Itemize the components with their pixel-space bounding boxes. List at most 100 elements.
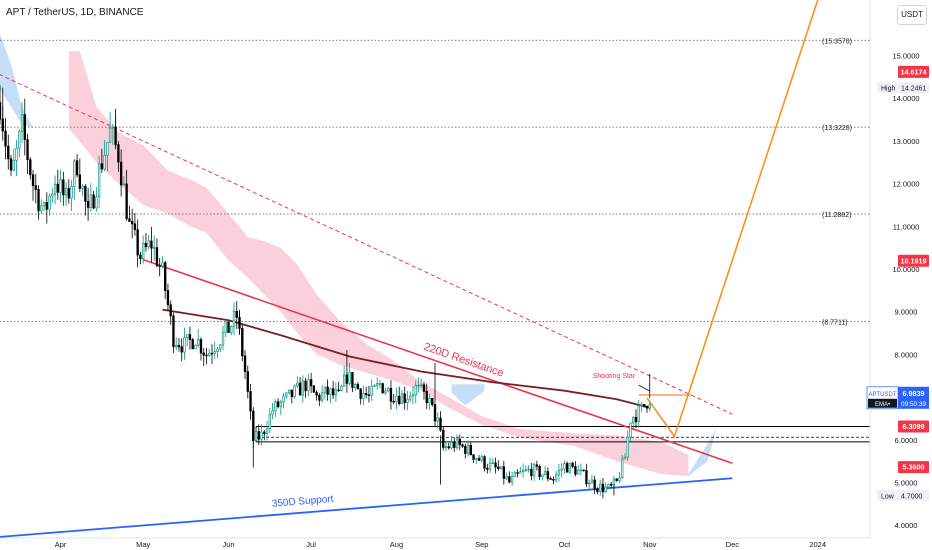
candle: [230, 325, 233, 336]
candle-body: [81, 185, 84, 189]
candle: [243, 350, 247, 379]
candle-body: [634, 416, 638, 423]
candle: [480, 454, 483, 463]
candle: [221, 325, 225, 351]
candle: [73, 158, 76, 200]
candle: [604, 482, 607, 493]
candle-body: [125, 183, 128, 220]
candle: [130, 208, 134, 239]
candle-body: [227, 321, 230, 333]
candle: [210, 344, 214, 364]
candle: [387, 387, 390, 392]
candle-body: [340, 385, 343, 391]
candle: [417, 377, 420, 393]
candle: [541, 474, 544, 481]
candle-body: [513, 472, 517, 477]
candle-body: [420, 384, 423, 386]
candle: [370, 379, 373, 401]
candle: [431, 397, 434, 407]
candle: [84, 184, 87, 216]
candle-body: [216, 348, 219, 352]
candle-body: [607, 484, 610, 488]
candle: [318, 393, 321, 407]
candle: [337, 381, 340, 393]
candle: [621, 455, 624, 479]
candle: [260, 424, 263, 446]
candle: [376, 377, 379, 390]
candle-body: [42, 202, 46, 207]
y-tick-label: 14.0000: [892, 94, 919, 103]
candle-body: [409, 395, 412, 400]
price-tag-text: 10.1919: [901, 256, 927, 265]
candle: [406, 391, 409, 411]
candle: [447, 442, 450, 450]
candle-body: [579, 469, 583, 472]
candle-body: [552, 479, 555, 481]
candle: [180, 338, 183, 362]
candle-body: [414, 385, 417, 396]
candle: [301, 375, 305, 403]
candle: [186, 334, 189, 347]
candle: [442, 426, 445, 451]
x-tick-label: Apr: [55, 540, 67, 549]
candle-body: [342, 374, 346, 387]
candle: [486, 463, 489, 474]
candle: [213, 341, 216, 359]
candle: [373, 383, 376, 387]
candle: [153, 235, 156, 262]
cloud-blue-3: [688, 429, 716, 477]
candle: [31, 169, 35, 201]
candle: [150, 226, 153, 263]
candle: [249, 384, 252, 420]
candle: [139, 251, 142, 265]
candle-body: [395, 395, 398, 402]
candle: [516, 469, 519, 478]
x-tick-label: Oct: [559, 540, 572, 549]
candle: [172, 312, 175, 353]
candle-body: [643, 404, 646, 407]
candle-body: [45, 202, 48, 210]
candle: [144, 233, 148, 252]
candle: [70, 180, 73, 211]
candle-body: [326, 386, 329, 395]
candle: [7, 134, 10, 170]
cloud-blue: [0, 34, 33, 129]
candle: [444, 440, 448, 452]
candle: [588, 479, 591, 490]
y-tick-label: 8.0000: [895, 350, 918, 359]
fib-label: (15.3570): [822, 38, 852, 45]
candle: [293, 384, 296, 399]
candle: [637, 399, 640, 428]
candle-body: [364, 393, 368, 396]
candle-body: [26, 139, 29, 161]
candle-body: [612, 478, 616, 485]
ema-tag-bg: [868, 398, 897, 408]
currency-button[interactable]: USDT: [897, 5, 927, 25]
candle: [513, 470, 517, 477]
fib-label: (13.3226): [822, 125, 852, 132]
candle-body: [554, 474, 558, 481]
candle-body: [362, 393, 365, 399]
low-label-prefix: Low: [881, 493, 895, 500]
candle: [532, 462, 536, 482]
trend-lines: [0, 0, 819, 538]
candle: [610, 481, 613, 488]
candle: [629, 422, 632, 443]
candle: [574, 461, 577, 477]
candle: [519, 466, 522, 474]
cloud-blue-2: [451, 384, 485, 406]
candle-body: [276, 401, 280, 408]
candle-body: [576, 469, 580, 475]
candle-body: [541, 474, 544, 478]
candle: [618, 472, 621, 483]
candle-body: [604, 486, 607, 493]
candle-body: [29, 159, 32, 176]
shooting-star-label: Shooting Star: [593, 373, 636, 380]
candle: [607, 483, 610, 490]
candle: [527, 465, 530, 473]
candle-body: [637, 405, 640, 423]
candle-body: [329, 388, 332, 395]
candle: [62, 171, 65, 206]
candle-body: [348, 372, 351, 384]
